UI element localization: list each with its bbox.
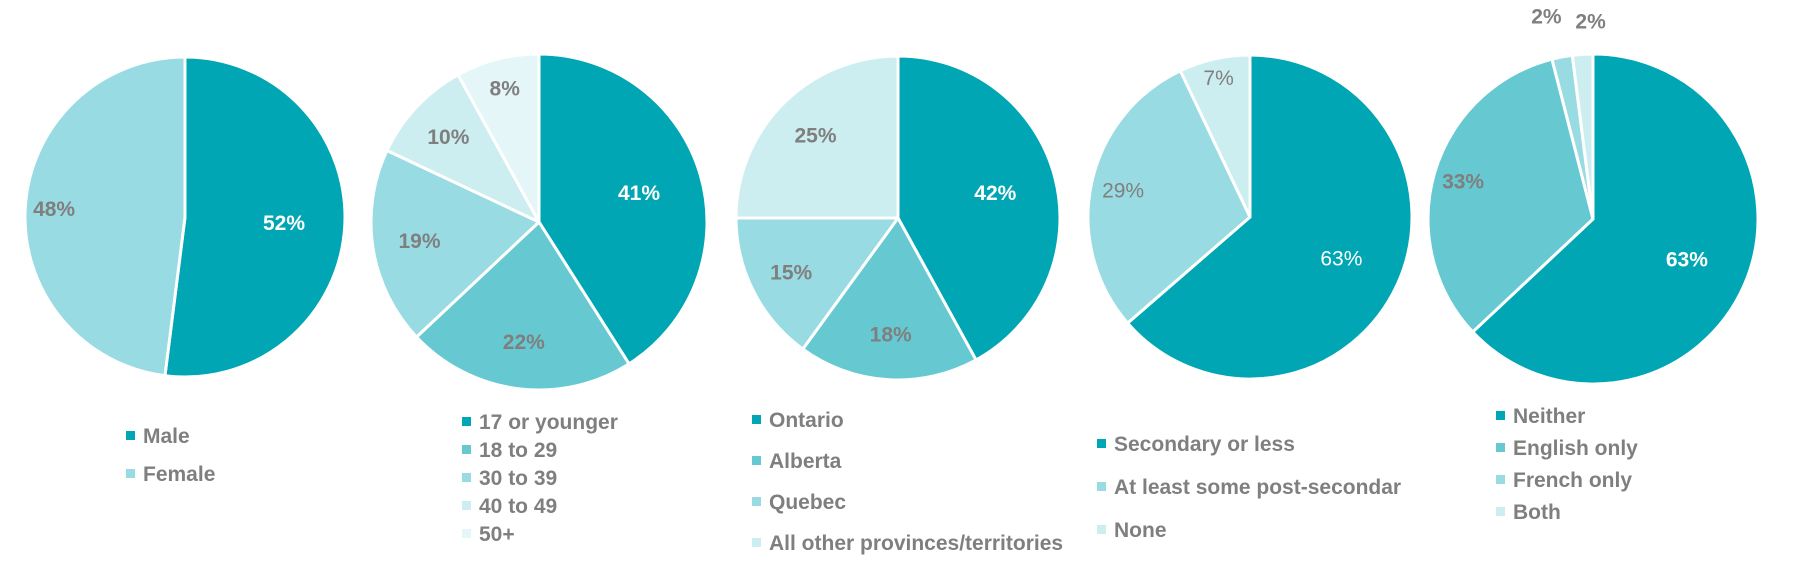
legend-label: Male: [143, 425, 190, 448]
pie-slice: [1570, 52, 1595, 221]
legend-swatch: [1097, 525, 1106, 534]
pie-slice: [385, 73, 541, 224]
legend-5: Neither English only French only Both: [1496, 405, 1638, 524]
legend-swatch: [462, 501, 471, 510]
legend-swatch: [126, 431, 135, 440]
legend-label: Ontario: [769, 409, 844, 432]
data-label: 63%: [1666, 249, 1708, 272]
legend-swatch: [1097, 482, 1106, 491]
legend-swatch: [1496, 443, 1505, 452]
legend-swatch: [752, 538, 761, 547]
data-label: 29%: [1102, 180, 1144, 203]
data-label: 48%: [33, 198, 75, 221]
data-label: 42%: [974, 182, 1016, 205]
pie-slice: [369, 148, 541, 339]
pie-slice: [734, 54, 900, 220]
legend-swatch: [752, 497, 761, 506]
legend-label: 30 to 39: [479, 467, 557, 490]
pie-chart-3: 42% 18% 15% 25%: [734, 54, 1062, 382]
legend-1: Male Female: [126, 425, 215, 486]
pie-chart-5: 63% 33% 2% 2%: [1426, 5, 1760, 386]
legend-label: All other provinces/territories: [769, 532, 1063, 555]
legend-swatch: [1496, 411, 1505, 420]
pie-slice: [23, 55, 187, 378]
pie-slice: [1426, 57, 1595, 334]
legend-swatch: [462, 445, 471, 454]
data-label: 19%: [398, 230, 440, 253]
pie-slice: [1126, 53, 1414, 381]
pie-slice: [415, 220, 631, 392]
data-label: 63%: [1320, 248, 1362, 271]
pie-chart-2: 41% 22% 19% 10% 8%: [369, 52, 709, 392]
legend-3: Ontario Alberta Quebec All other provinces/…: [752, 409, 1063, 555]
legend-label: French only: [1513, 469, 1632, 492]
data-label: 25%: [794, 125, 836, 148]
data-label: 10%: [427, 126, 469, 149]
pie-chart-1: 52% 48%: [23, 55, 347, 379]
data-label: 7%: [1203, 67, 1233, 90]
pie-chart-4: 63% 29% 7%: [1086, 53, 1414, 381]
legend-swatch: [462, 473, 471, 482]
data-label: 52%: [263, 212, 305, 235]
legend-swatch: [1496, 507, 1505, 516]
pie-slice: [456, 52, 541, 224]
legend-swatch: [126, 469, 135, 478]
legend-label: Neither: [1513, 405, 1585, 428]
legend-label: 18 to 29: [479, 439, 557, 462]
data-label: 8%: [490, 78, 521, 101]
data-label: 18%: [870, 323, 912, 346]
data-label: 2%: [1531, 5, 1562, 28]
legend-label: Quebec: [769, 491, 846, 514]
pie-slice: [1178, 53, 1252, 219]
data-label: 2%: [1575, 10, 1606, 33]
legend-2: 17 or younger 18 to 29 30 to 39 40 to 49 50+: [462, 411, 618, 546]
legend-label: Alberta: [769, 450, 842, 473]
legend-label: None: [1114, 519, 1167, 542]
pie-slice: [801, 216, 978, 382]
legend-label: 50+: [479, 523, 515, 546]
data-label: 22%: [503, 331, 545, 354]
legend-swatch: [462, 529, 471, 538]
legend-swatch: [462, 417, 471, 426]
legend-label: 40 to 49: [479, 495, 557, 518]
legend-label: Female: [143, 463, 215, 486]
pie-slice: [734, 216, 900, 351]
legend-swatch: [752, 415, 761, 424]
legend-label: English only: [1513, 437, 1638, 460]
legend-label: Secondary or less: [1114, 433, 1295, 456]
data-label: 41%: [618, 182, 660, 205]
legend-swatch: [1496, 475, 1505, 484]
legend-label: 17 or younger: [479, 411, 618, 434]
pie-slice: [1471, 52, 1760, 386]
data-label: 15%: [770, 261, 812, 284]
legend-4: Secondary or less At least some post-seco…: [1097, 433, 1401, 542]
legend-swatch: [1097, 439, 1106, 448]
legend-swatch: [752, 456, 761, 465]
pie-slice: [163, 55, 347, 379]
pie-slice: [896, 54, 1062, 362]
legend-label: At least some post-secondar: [1114, 476, 1401, 499]
legend-label: Both: [1513, 501, 1561, 524]
data-label: 33%: [1442, 170, 1484, 193]
